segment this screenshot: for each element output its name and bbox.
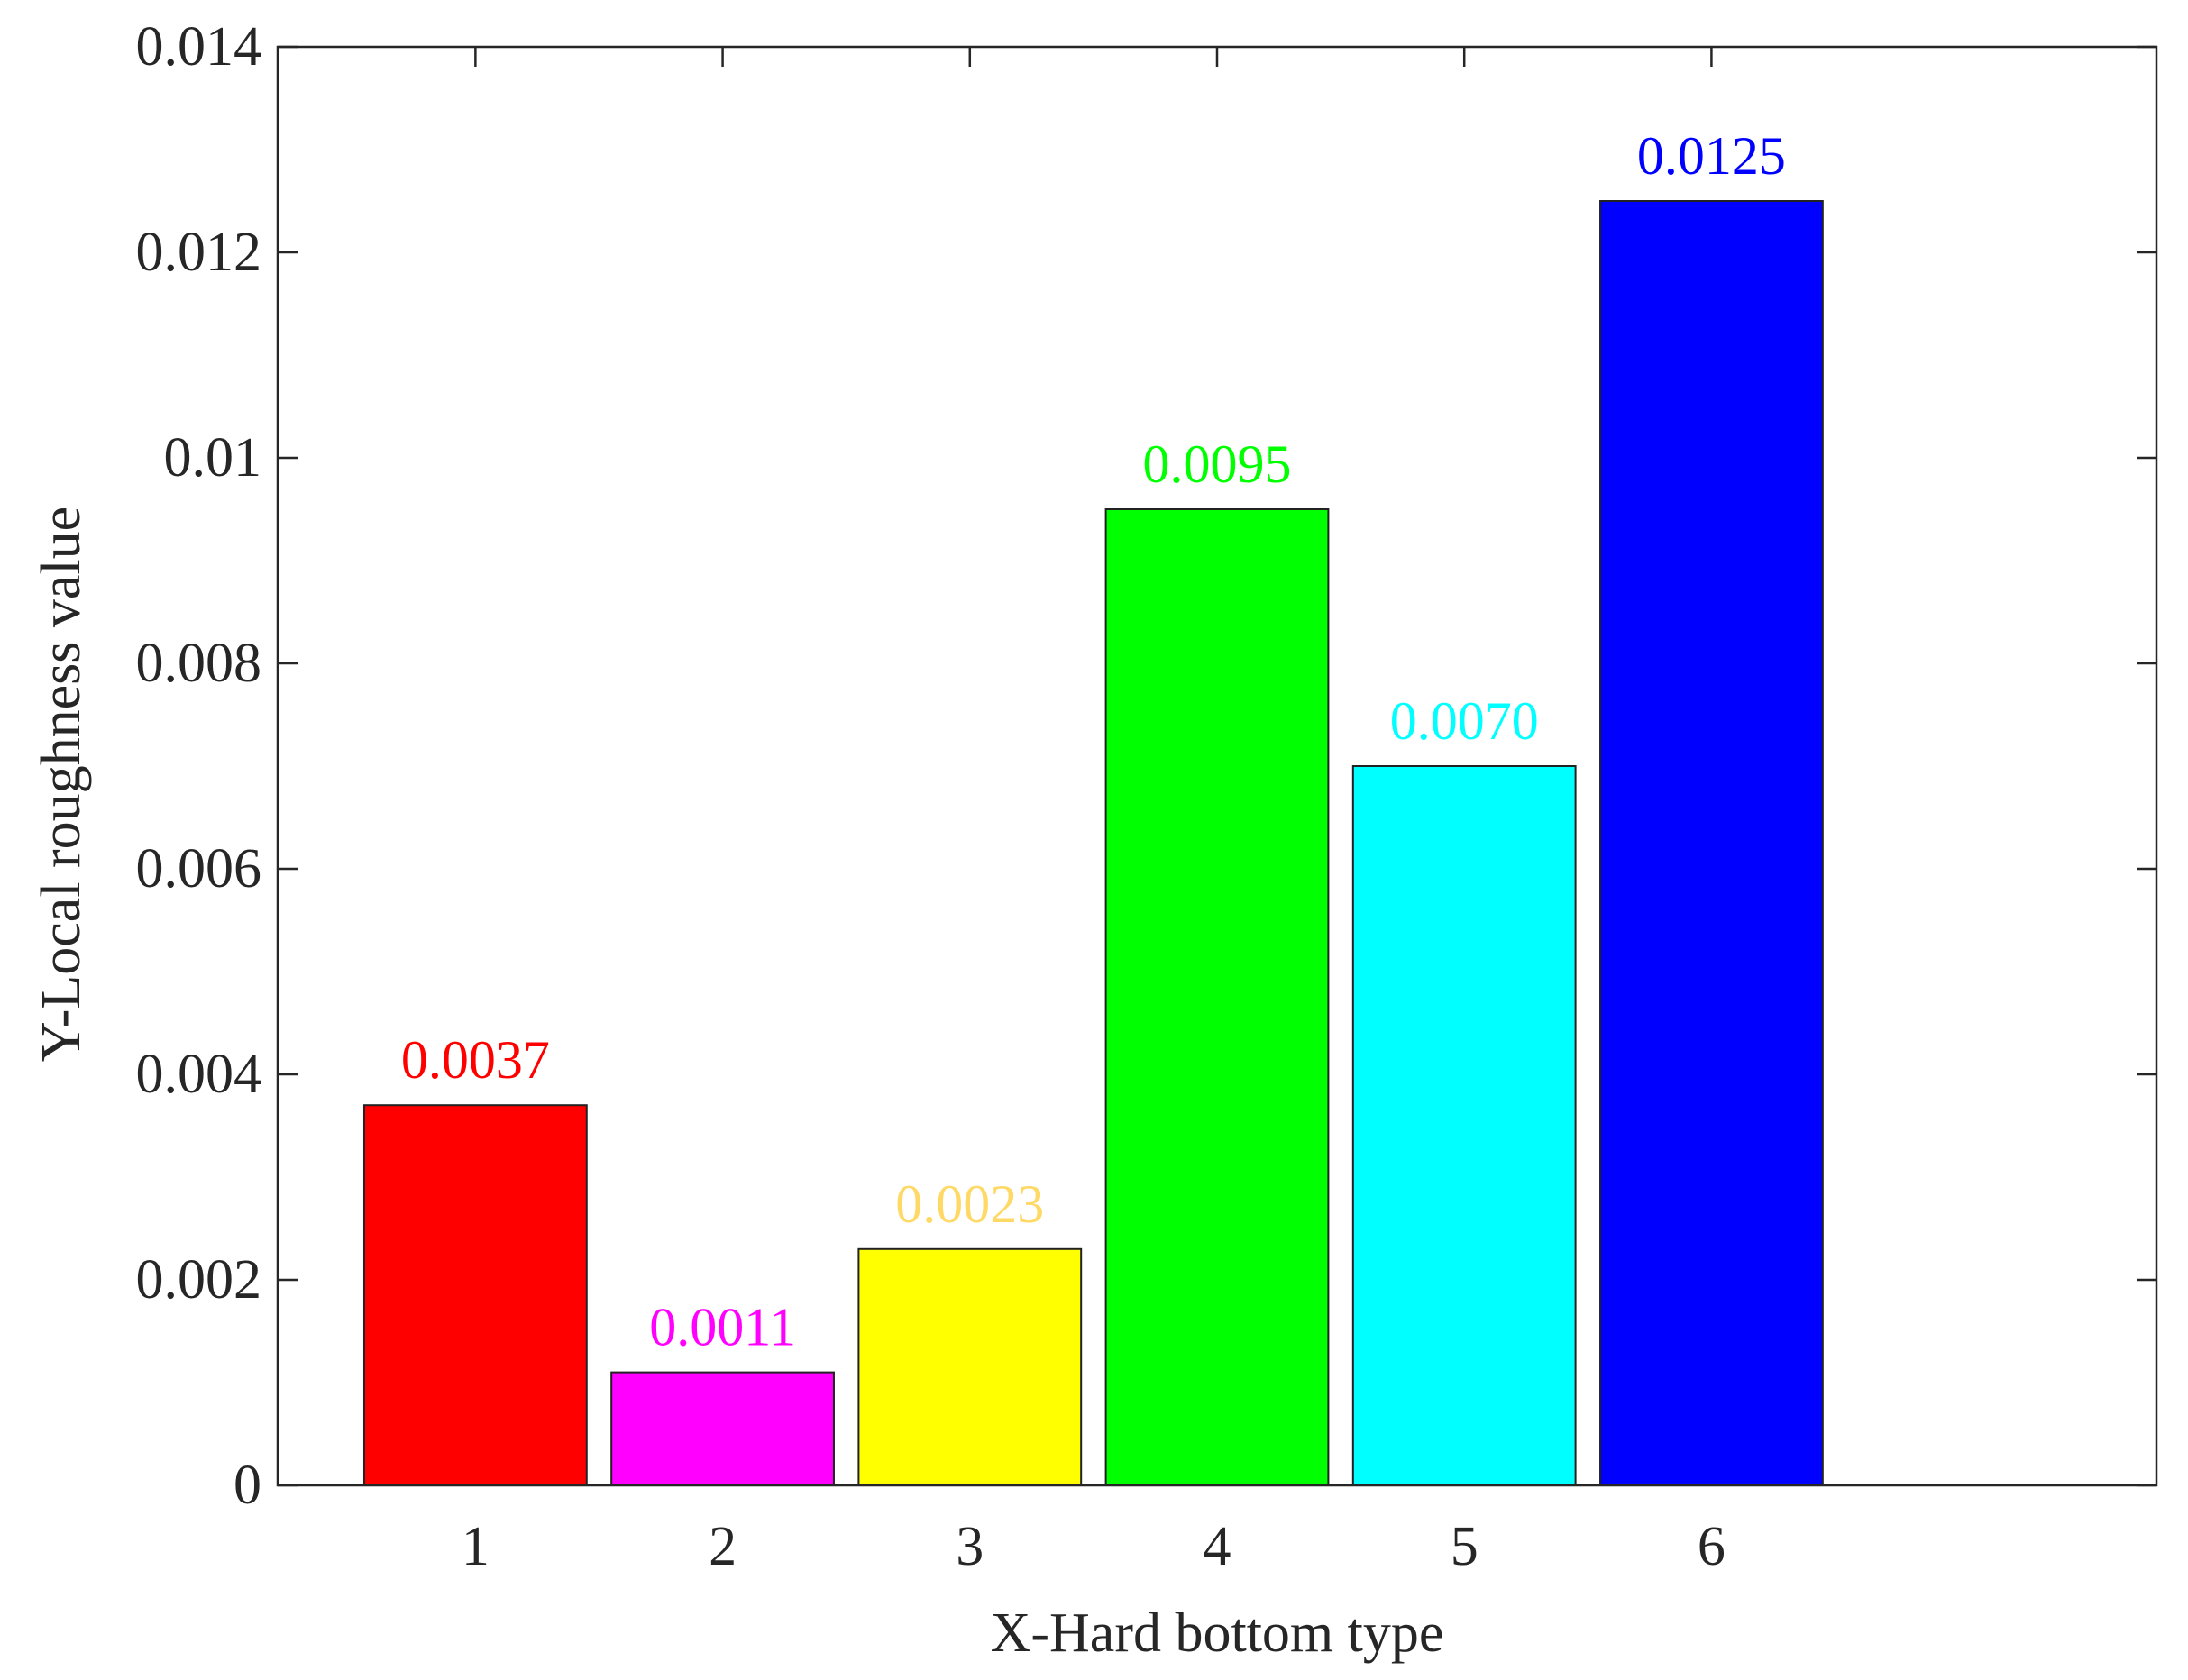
x-tick-label: 1 [462, 1516, 490, 1577]
bar-6 [1599, 200, 1824, 1486]
bar-2 [610, 1371, 835, 1486]
x-tick-label: 6 [1698, 1516, 1726, 1577]
data-labels-layer: 0.0037 0.0011 0.0023 0.0095 0.0070 0.0125 [401, 126, 1786, 1357]
x-tick-label: 4 [1204, 1516, 1231, 1577]
y-tick-label: 0.01 [164, 427, 262, 488]
data-label-2: 0.0011 [649, 1298, 796, 1357]
bar-1 [362, 1104, 588, 1486]
x-tick-label: 3 [956, 1516, 984, 1577]
bar-5 [1351, 765, 1577, 1486]
bar-4 [1104, 508, 1330, 1486]
y-tick-label: 0.014 [136, 16, 262, 78]
y-tick-label: 0.004 [136, 1044, 262, 1105]
bar-3 [857, 1247, 1083, 1487]
bars-layer [362, 200, 1824, 1487]
y-tick-label: 0.008 [136, 633, 262, 694]
data-label-3: 0.0023 [895, 1174, 1044, 1234]
data-label-5: 0.0070 [1390, 691, 1539, 751]
x-tick-label: 5 [1451, 1516, 1479, 1577]
data-label-4: 0.0095 [1143, 434, 1292, 494]
y-axis-title: Y-Local roughness value [31, 507, 92, 1062]
x-tick-label: 2 [709, 1516, 737, 1577]
y-tick-label: 0.002 [136, 1249, 262, 1310]
ticks-layer: 0 0.002 0.004 0.006 0.008 0.01 0.012 0.014 1 2 3 4 5… [136, 16, 2156, 1577]
y-tick-label: 0.012 [136, 222, 262, 283]
data-label-6: 0.0125 [1637, 126, 1786, 186]
x-axis-title: X-Hard bottom type [991, 1602, 1444, 1664]
y-tick-label: 0.006 [136, 838, 262, 899]
plot-frame [276, 45, 2158, 1487]
data-label-1: 0.0037 [401, 1030, 550, 1090]
y-tick-label: 0 [233, 1455, 261, 1516]
